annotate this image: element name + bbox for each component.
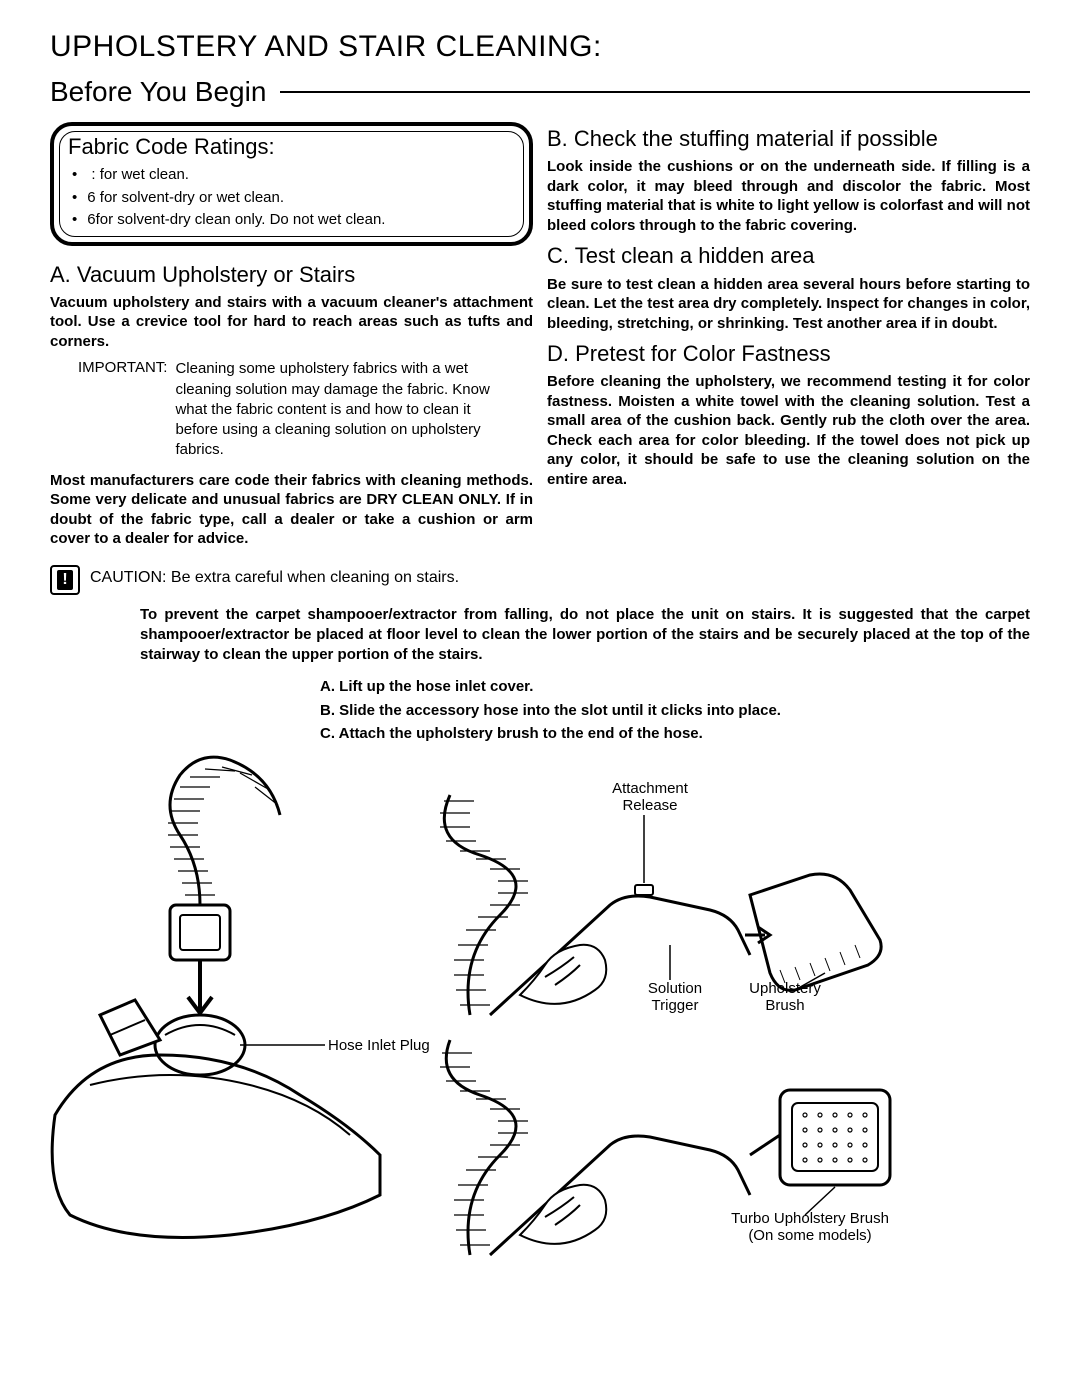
fabric-code-heading: Fabric Code Ratings: — [68, 134, 515, 160]
diagram-area: Hose Inlet Plug Attachment Release Solut… — [50, 755, 1030, 1295]
important-block: IMPORTANT: Cleaning some upholstery fabr… — [50, 359, 533, 460]
section-a-heading: A. Vacuum Upholstery or Stairs — [50, 262, 533, 287]
section-d-para: Before cleaning the upholstery, we recom… — [547, 372, 1030, 489]
caution-text: CAUTION: Be extra careful when cleaning … — [90, 565, 459, 587]
step-a: A. Lift up the hose inlet cover. — [320, 675, 1030, 698]
section-c-heading: C. Test clean a hidden area — [547, 243, 1030, 268]
section-b-para: Look inside the cushions or on the under… — [547, 157, 1030, 235]
list-item: 6 for solvent-dry or wet clean. — [72, 187, 515, 210]
important-label: IMPORTANT: — [78, 359, 167, 460]
right-column: B. Check the stuffing material if possib… — [547, 122, 1030, 557]
stairs-warning: To prevent the carpet shampooer/extracto… — [50, 605, 1030, 666]
section-c-para: Be sure to test clean a hidden area seve… — [547, 275, 1030, 334]
assembly-steps: A. Lift up the hose inlet cover. B. Slid… — [50, 675, 1030, 745]
horizontal-rule — [280, 91, 1030, 93]
left-column: Fabric Code Ratings: : for wet clean. 6 … — [50, 122, 533, 557]
page-title: UPHOLSTERY AND STAIR CLEANING: — [50, 30, 1030, 64]
section-a-para2: Most manufacturers care code their fabri… — [50, 471, 533, 549]
label-turbo-brush: Turbo Upholstery Brush (On some models) — [730, 1210, 890, 1245]
label-hose-inlet: Hose Inlet Plug — [328, 1037, 430, 1054]
important-text: Cleaning some upholstery fabrics with a … — [175, 359, 495, 460]
fabric-code-list: : for wet clean. 6 for solvent-dry or we… — [68, 164, 515, 232]
step-b: B. Slide the accessory hose into the slo… — [320, 699, 1030, 722]
subtitle: Before You Begin — [50, 76, 266, 108]
section-a-para: Vacuum upholstery and stairs with a vacu… — [50, 293, 533, 352]
fabric-code-box: Fabric Code Ratings: : for wet clean. 6 … — [50, 122, 533, 246]
list-item: : for wet clean. — [72, 164, 515, 187]
caution-row: ! CAUTION: Be extra careful when cleanin… — [50, 565, 1030, 595]
label-solution-trigger: Solution Trigger — [640, 980, 710, 1015]
list-item: 6for solvent-dry clean only. Do not wet … — [72, 209, 515, 232]
warning-icon: ! — [50, 565, 80, 595]
subtitle-row: Before You Begin — [50, 76, 1030, 108]
step-c: C. Attach the upholstery brush to the en… — [320, 722, 1030, 745]
two-column-layout: Fabric Code Ratings: : for wet clean. 6 … — [50, 122, 1030, 557]
section-d-heading: D. Pretest for Color Fastness — [547, 341, 1030, 366]
label-attachment-release: Attachment Release — [605, 780, 695, 815]
section-b-heading: B. Check the stuffing material if possib… — [547, 126, 1030, 151]
label-upholstery-brush: Upholstery Brush — [740, 980, 830, 1015]
